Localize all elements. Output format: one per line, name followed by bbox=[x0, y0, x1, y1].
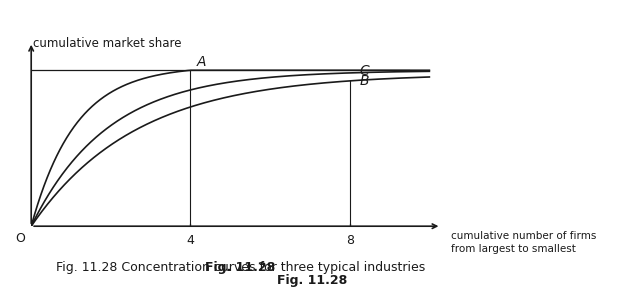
Text: cumulative market share: cumulative market share bbox=[33, 37, 182, 50]
Text: B: B bbox=[359, 74, 369, 88]
Text: 4: 4 bbox=[187, 234, 195, 247]
Text: C: C bbox=[359, 64, 369, 78]
Text: Fig. 11.28: Fig. 11.28 bbox=[277, 274, 347, 287]
Text: O: O bbox=[16, 231, 25, 244]
Text: Fig. 11.28 Concentration curves for three typical industries: Fig. 11.28 Concentration curves for thre… bbox=[56, 261, 425, 274]
Text: 8: 8 bbox=[346, 234, 354, 247]
Text: Fig. 11.28: Fig. 11.28 bbox=[205, 261, 275, 274]
Text: cumulative number of firms
from largest to smallest: cumulative number of firms from largest … bbox=[451, 231, 597, 254]
Text: A: A bbox=[197, 55, 206, 69]
